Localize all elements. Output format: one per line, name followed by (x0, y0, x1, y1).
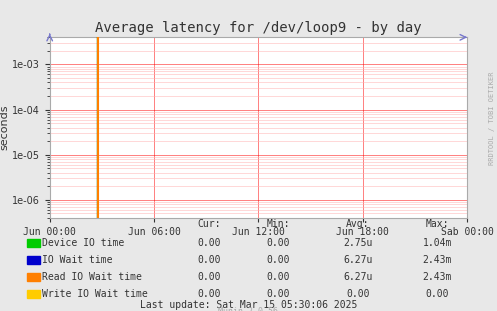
Text: Read IO Wait time: Read IO Wait time (42, 272, 142, 282)
Text: 2.43m: 2.43m (422, 272, 452, 282)
Text: 0.00: 0.00 (266, 255, 290, 265)
Text: Munin 2.0.56: Munin 2.0.56 (219, 307, 278, 311)
Text: 2.43m: 2.43m (422, 255, 452, 265)
Text: Max:: Max: (425, 219, 449, 229)
Text: 0.00: 0.00 (425, 289, 449, 299)
Title: Average latency for /dev/loop9 - by day: Average latency for /dev/loop9 - by day (95, 21, 422, 35)
Text: Min:: Min: (266, 219, 290, 229)
Text: 0.00: 0.00 (346, 289, 370, 299)
Text: 0.00: 0.00 (197, 289, 221, 299)
Text: 0.00: 0.00 (266, 289, 290, 299)
Text: 0.00: 0.00 (266, 272, 290, 282)
Text: 2.75u: 2.75u (343, 238, 373, 248)
Text: 0.00: 0.00 (197, 255, 221, 265)
Text: RRDTOOL / TOBI OETIKER: RRDTOOL / TOBI OETIKER (489, 72, 495, 165)
Text: 0.00: 0.00 (197, 272, 221, 282)
Text: Last update: Sat Mar 15 05:30:06 2025: Last update: Sat Mar 15 05:30:06 2025 (140, 300, 357, 310)
Text: 1.04m: 1.04m (422, 238, 452, 248)
Y-axis label: seconds: seconds (0, 105, 9, 150)
Text: Avg:: Avg: (346, 219, 370, 229)
Text: Device IO time: Device IO time (42, 238, 124, 248)
Text: IO Wait time: IO Wait time (42, 255, 113, 265)
Text: 6.27u: 6.27u (343, 255, 373, 265)
Text: Cur:: Cur: (197, 219, 221, 229)
Text: 6.27u: 6.27u (343, 272, 373, 282)
Text: 0.00: 0.00 (197, 238, 221, 248)
Text: 0.00: 0.00 (266, 238, 290, 248)
Text: Write IO Wait time: Write IO Wait time (42, 289, 148, 299)
